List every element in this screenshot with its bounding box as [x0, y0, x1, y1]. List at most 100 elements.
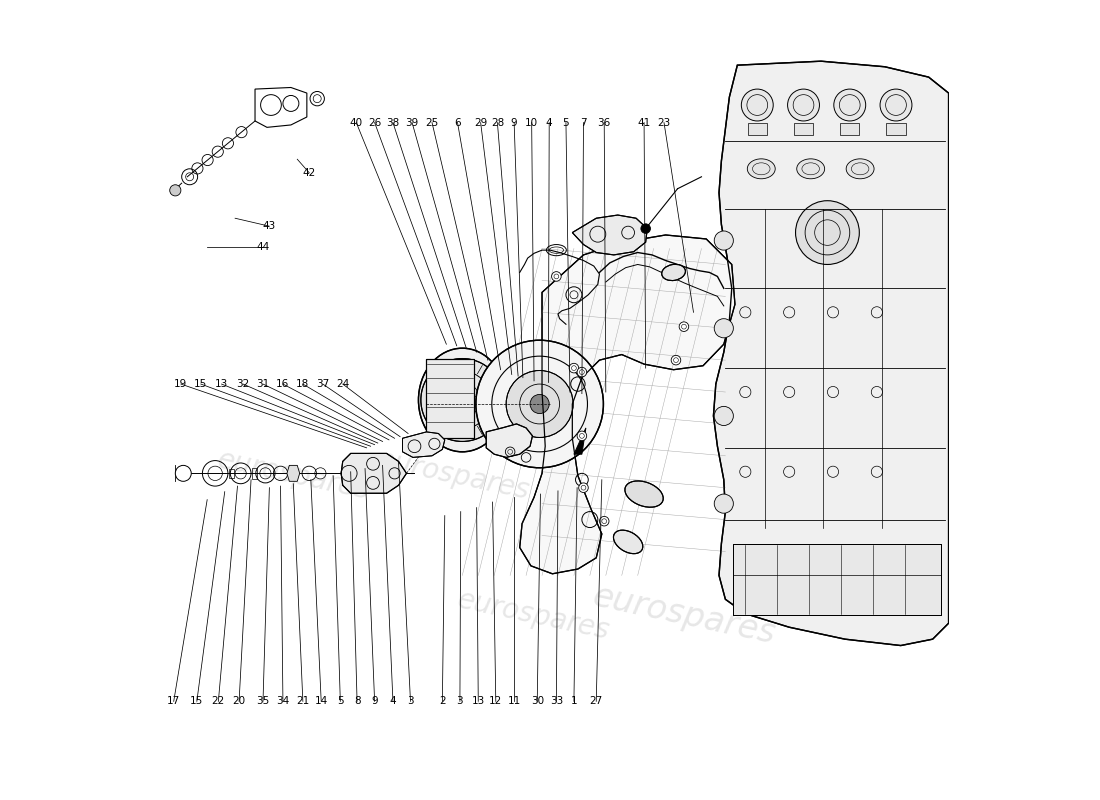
Text: eurospares: eurospares — [590, 580, 779, 650]
Text: 15: 15 — [190, 696, 204, 706]
Circle shape — [169, 185, 180, 196]
Polygon shape — [486, 424, 532, 458]
Circle shape — [834, 89, 866, 121]
Text: 40: 40 — [350, 118, 363, 127]
Text: 41: 41 — [637, 118, 651, 127]
Ellipse shape — [418, 348, 506, 452]
Text: 15: 15 — [195, 379, 208, 389]
Bar — [887, 122, 905, 134]
Ellipse shape — [625, 481, 663, 507]
Text: 8: 8 — [354, 696, 361, 706]
Text: 10: 10 — [525, 118, 538, 127]
Circle shape — [880, 89, 912, 121]
Text: 14: 14 — [315, 696, 328, 706]
Text: 29: 29 — [474, 118, 487, 127]
Bar — [794, 122, 813, 134]
Circle shape — [551, 272, 561, 282]
Bar — [427, 358, 474, 438]
Text: 34: 34 — [276, 696, 289, 706]
Circle shape — [714, 231, 734, 250]
Polygon shape — [403, 432, 444, 458]
Text: 7: 7 — [580, 118, 586, 127]
Circle shape — [600, 516, 609, 526]
Text: 23: 23 — [658, 118, 671, 127]
Circle shape — [714, 406, 734, 426]
Text: 9: 9 — [372, 696, 378, 706]
Text: 36: 36 — [597, 118, 611, 127]
Circle shape — [679, 322, 689, 331]
Ellipse shape — [796, 159, 825, 178]
Bar — [229, 469, 233, 478]
Text: 17: 17 — [167, 696, 180, 706]
Circle shape — [671, 355, 681, 365]
Bar — [748, 122, 767, 134]
Text: 21: 21 — [296, 696, 309, 706]
Text: eurospares: eurospares — [454, 586, 612, 645]
Polygon shape — [572, 215, 647, 255]
Circle shape — [578, 431, 586, 441]
Text: 13: 13 — [214, 379, 228, 389]
Text: 6: 6 — [454, 118, 461, 127]
Circle shape — [506, 370, 573, 438]
Circle shape — [788, 89, 820, 121]
Text: 12: 12 — [490, 696, 503, 706]
Circle shape — [175, 466, 191, 482]
Text: 27: 27 — [590, 696, 603, 706]
Text: 35: 35 — [256, 696, 270, 706]
Ellipse shape — [846, 159, 874, 178]
Text: 19: 19 — [174, 379, 187, 389]
Text: 3: 3 — [407, 696, 414, 706]
Text: 3: 3 — [456, 696, 463, 706]
Text: 11: 11 — [507, 696, 520, 706]
Text: 25: 25 — [426, 118, 439, 127]
Text: 39: 39 — [406, 118, 419, 127]
Text: 16: 16 — [276, 379, 289, 389]
Circle shape — [714, 494, 734, 514]
Circle shape — [476, 340, 604, 468]
Text: 20: 20 — [232, 696, 245, 706]
Circle shape — [579, 483, 588, 493]
Polygon shape — [341, 454, 407, 494]
Text: 4: 4 — [389, 696, 396, 706]
Text: 24: 24 — [337, 379, 350, 389]
Circle shape — [714, 318, 734, 338]
Text: 1: 1 — [571, 696, 578, 706]
Polygon shape — [714, 61, 948, 646]
Text: 4: 4 — [546, 118, 552, 127]
Text: eurospares: eurospares — [375, 446, 532, 506]
Ellipse shape — [614, 530, 642, 554]
Text: 43: 43 — [263, 222, 276, 231]
Bar — [252, 468, 257, 479]
Polygon shape — [519, 235, 735, 574]
Circle shape — [569, 363, 579, 373]
Text: 5: 5 — [562, 118, 570, 127]
Text: eurospares: eurospares — [216, 446, 373, 506]
Text: 18: 18 — [296, 379, 309, 389]
Text: 31: 31 — [256, 379, 270, 389]
Bar — [734, 543, 940, 615]
Ellipse shape — [662, 264, 685, 281]
Text: 26: 26 — [368, 118, 382, 127]
Circle shape — [795, 201, 859, 265]
Text: 28: 28 — [491, 118, 504, 127]
Text: 9: 9 — [510, 118, 517, 127]
Text: 33: 33 — [550, 696, 563, 706]
Text: 30: 30 — [530, 696, 543, 706]
Text: 32: 32 — [236, 379, 250, 389]
Circle shape — [421, 358, 504, 442]
Circle shape — [641, 224, 650, 234]
Text: 42: 42 — [302, 168, 316, 178]
Text: 44: 44 — [256, 242, 270, 252]
Circle shape — [578, 367, 586, 377]
Circle shape — [530, 394, 549, 414]
Bar — [427, 358, 474, 438]
Text: 13: 13 — [472, 696, 485, 706]
Bar — [734, 543, 940, 615]
Polygon shape — [574, 428, 586, 454]
Polygon shape — [287, 466, 299, 482]
Circle shape — [741, 89, 773, 121]
Ellipse shape — [747, 159, 776, 178]
Text: 38: 38 — [386, 118, 399, 127]
Text: 5: 5 — [337, 696, 343, 706]
Text: 37: 37 — [316, 379, 329, 389]
